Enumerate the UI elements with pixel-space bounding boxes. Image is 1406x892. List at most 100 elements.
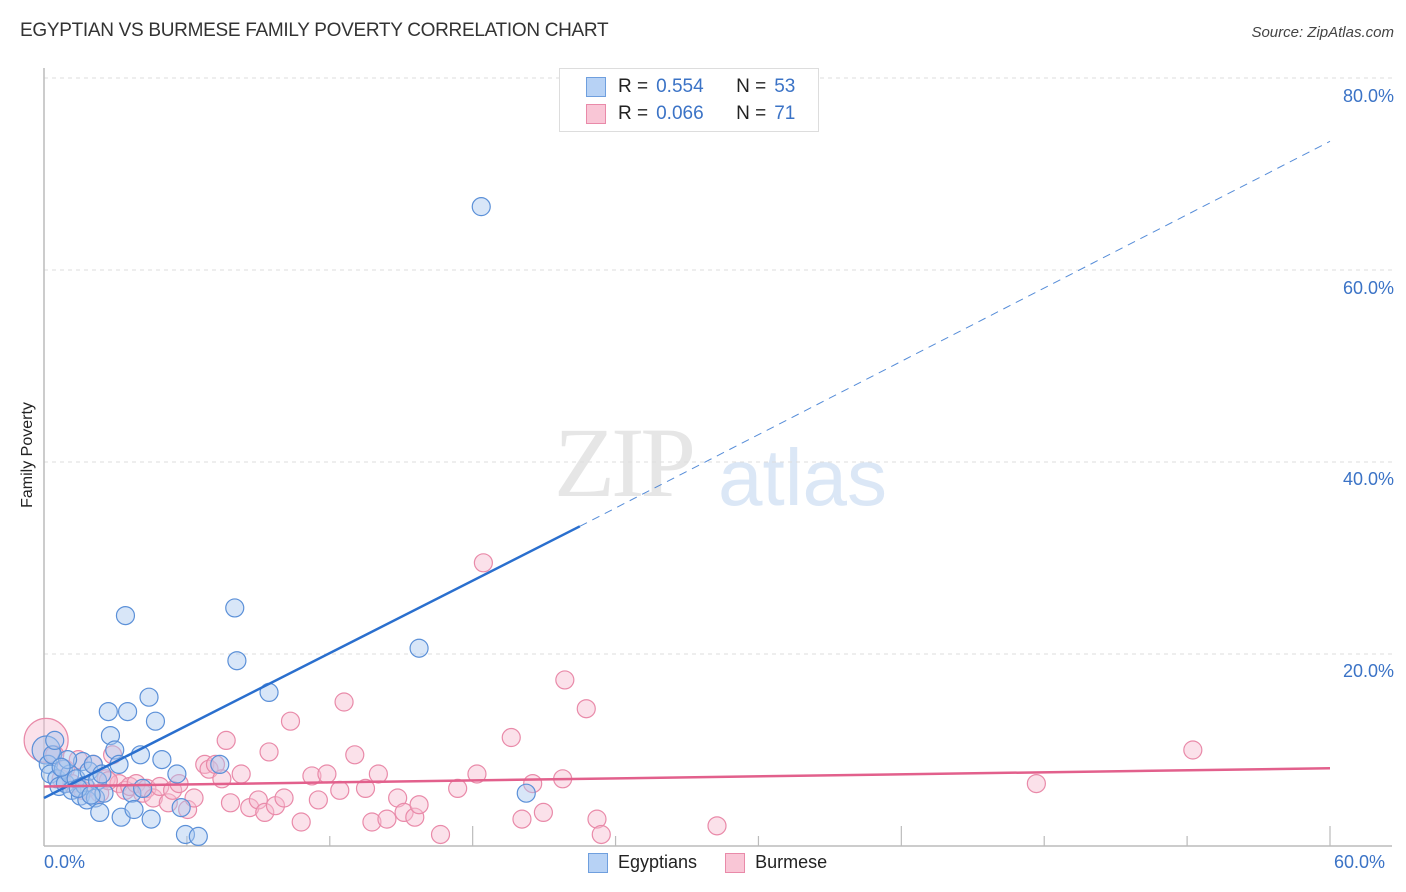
data-point	[227, 651, 247, 671]
data-point	[448, 778, 468, 799]
data-point	[216, 730, 236, 751]
y-tick-40: 40.0%	[1342, 469, 1394, 489]
data-point	[334, 692, 354, 712]
n-value-burmese: 71	[774, 103, 796, 124]
x-tick-min: 0.0%	[44, 852, 86, 872]
data-point	[45, 730, 65, 751]
data-point	[72, 751, 93, 772]
legend-item-egyptians[interactable]: Egyptians	[588, 852, 697, 873]
data-point	[394, 802, 414, 823]
data-point	[90, 802, 110, 823]
axes	[43, 68, 1392, 847]
data-point	[171, 797, 191, 818]
data-point	[555, 670, 575, 690]
data-point	[150, 776, 170, 797]
y-axis-label: Family Poverty	[19, 402, 36, 508]
trend-lines	[43, 140, 1331, 800]
data-point	[141, 809, 161, 829]
data-point	[220, 793, 241, 813]
legend-item-burmese[interactable]: Burmese	[725, 852, 827, 873]
data-point	[115, 605, 136, 626]
data-point	[471, 197, 491, 217]
data-point	[255, 802, 275, 823]
data-point	[1183, 740, 1203, 760]
data-point	[409, 795, 429, 815]
legend-row-egyptians: R = 0.554 N = 53	[586, 75, 795, 99]
data-point	[501, 727, 521, 748]
source-label: Source: ZipAtlas.com	[1251, 24, 1394, 41]
data-point	[158, 793, 178, 813]
egyptians-trend-extension	[579, 140, 1331, 527]
data-point	[291, 812, 311, 832]
data-point	[362, 812, 382, 832]
data-point	[145, 711, 166, 731]
data-point	[280, 711, 301, 731]
r-label: R =	[618, 103, 649, 124]
egyptians-swatch-icon	[586, 77, 606, 97]
data-point	[1026, 773, 1046, 794]
data-point	[576, 699, 596, 719]
data-point	[184, 788, 204, 808]
data-point	[210, 754, 230, 775]
watermark-atlas: atlas	[718, 433, 887, 522]
legend-label-burmese: Burmese	[755, 852, 828, 872]
legend-row-burmese: R = 0.066 N = 71	[586, 102, 795, 126]
data-point	[473, 553, 493, 573]
x-tick-max: 60.0%	[1334, 852, 1386, 872]
data-point	[308, 790, 328, 810]
data-point	[57, 749, 78, 770]
data-point	[368, 764, 388, 784]
data-point	[117, 701, 138, 722]
n-label: N =	[736, 76, 767, 97]
data-point	[143, 788, 163, 808]
data-point	[388, 788, 408, 808]
data-point	[330, 780, 350, 800]
egyptians-trend-line	[43, 525, 581, 800]
data-point	[430, 824, 451, 845]
data-point	[225, 598, 245, 618]
data-point	[302, 766, 322, 786]
data-point	[259, 742, 279, 762]
data-point	[81, 785, 101, 805]
data-point	[98, 701, 118, 722]
data-point	[707, 816, 727, 836]
data-point	[51, 757, 71, 777]
r-label: R =	[618, 76, 649, 97]
y-tick-80: 80.0%	[1342, 86, 1394, 106]
data-point	[100, 725, 121, 746]
data-point	[467, 764, 487, 784]
data-point	[409, 638, 429, 658]
data-point	[533, 802, 553, 823]
data-point	[591, 824, 611, 845]
data-point	[188, 826, 208, 847]
data-point	[231, 764, 251, 784]
data-point	[345, 745, 365, 765]
data-point	[274, 788, 294, 808]
r-value-burmese: 0.066	[656, 103, 704, 124]
egyptians-swatch-icon	[588, 852, 608, 873]
data-point	[377, 809, 397, 829]
burmese-swatch-icon	[586, 104, 606, 124]
legend-label-egyptians: Egyptians	[618, 852, 698, 872]
burmese-trend-line	[43, 766, 1331, 788]
data-point	[105, 740, 125, 760]
y-tick-60: 60.0%	[1342, 278, 1394, 298]
series-legend: Egyptians Burmese	[588, 852, 855, 873]
data-point	[355, 778, 376, 799]
data-point	[139, 687, 159, 707]
n-label: N =	[736, 103, 767, 124]
n-value-egyptians: 53	[774, 76, 796, 97]
data-point	[124, 799, 144, 820]
data-point	[405, 807, 425, 827]
egyptians-points	[31, 197, 536, 847]
data-point	[317, 764, 337, 784]
burmese-swatch-icon	[725, 852, 746, 873]
data-point	[248, 790, 268, 810]
data-point	[512, 809, 532, 829]
r-value-egyptians: 0.554	[656, 76, 704, 97]
data-point	[587, 809, 607, 829]
correlation-legend: R = 0.554 N = 53 R = 0.066 N = 71	[559, 68, 819, 132]
chart-title: EGYPTIAN VS BURMESE FAMILY POVERTY CORRE…	[20, 20, 609, 41]
data-point	[132, 778, 153, 799]
